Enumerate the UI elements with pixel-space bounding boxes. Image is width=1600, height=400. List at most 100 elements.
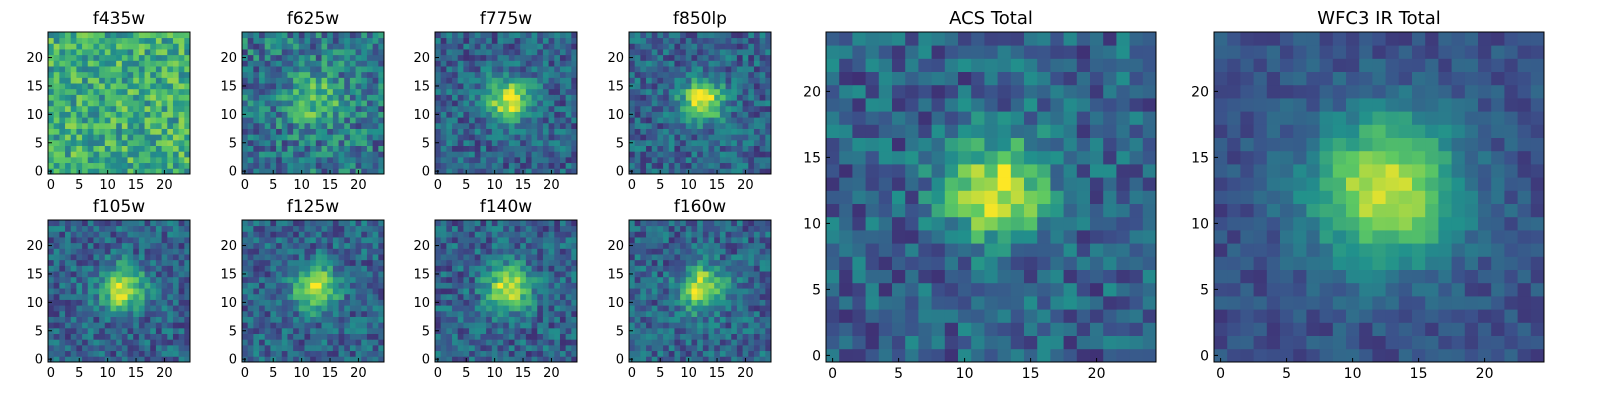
pixel-cell [697, 162, 704, 169]
pixel-cell [463, 37, 470, 44]
pixel-cell [520, 242, 527, 249]
pixel-cell [70, 339, 77, 346]
pixel-cell [719, 316, 726, 323]
pixel-cell [469, 111, 476, 118]
pixel-cell [270, 316, 277, 323]
pixel-cell [508, 327, 515, 334]
pixel-cell [708, 43, 715, 50]
pixel-cell [640, 310, 647, 317]
pixel-cell [349, 339, 356, 346]
pixel-cell [99, 122, 106, 129]
pixel-cell [366, 162, 374, 169]
pixel-cell [378, 66, 385, 73]
pixel-cell [640, 83, 647, 90]
pixel-cell [270, 265, 277, 272]
pixel-cell [321, 299, 328, 306]
pixel-cell [321, 54, 328, 61]
pixel-cell [138, 168, 145, 175]
pixel-cell [150, 83, 157, 90]
y-tick-label: 10 [220, 108, 237, 123]
pixel-cell [480, 242, 487, 249]
pixel-cell [281, 117, 288, 124]
pixel-cell [708, 344, 715, 352]
pixel-cell [287, 145, 294, 152]
pixel-cell [463, 282, 470, 289]
pixel-cell [514, 43, 521, 50]
pixel-cell [172, 293, 180, 300]
pixel-cell [748, 32, 755, 39]
pixel-cell [525, 344, 532, 352]
pixel-cell [674, 139, 681, 146]
pixel-cell [736, 316, 743, 323]
pixel-cell [525, 248, 532, 255]
pixel-cell [349, 276, 356, 283]
pixel-cell [270, 128, 277, 135]
pixel-cell [304, 293, 311, 300]
pixel-cell [87, 145, 94, 152]
pixel-cell [554, 293, 561, 300]
pixel-cell [87, 43, 94, 50]
pixel-cell [70, 265, 77, 272]
pixel-cell [361, 310, 368, 317]
pixel-cell [361, 276, 368, 283]
pixel-cell [759, 276, 766, 283]
pixel-cell [531, 259, 538, 266]
pixel-cell [344, 94, 351, 101]
pixel-cell [59, 94, 66, 101]
pixel-cell [93, 77, 100, 84]
pixel-cell [463, 225, 470, 232]
pixel-cell [361, 231, 368, 238]
pixel-cell [287, 122, 294, 129]
pixel-cell [531, 139, 538, 146]
pixel-cell [440, 327, 447, 334]
pixel-cell [559, 265, 567, 272]
pixel-cell [144, 94, 151, 101]
pixel-cell [565, 271, 572, 278]
pixel-cell [640, 77, 647, 84]
pixel-cell [480, 54, 487, 61]
pixel-cell [742, 139, 749, 146]
pixel-cell [338, 156, 345, 164]
pixel-cell [87, 220, 94, 227]
pixel-cell [127, 242, 134, 249]
pixel-cell [253, 60, 260, 67]
pixel-cell [144, 305, 151, 312]
pixel-cell [133, 344, 140, 352]
pixel-cell [748, 66, 755, 73]
pixel-cell [663, 344, 670, 352]
pixel-cell [725, 145, 732, 152]
pixel-cell [253, 333, 260, 340]
pixel-cell [531, 271, 538, 278]
axes-frame [434, 31, 578, 175]
pixel-cell [366, 117, 374, 124]
pixel-cell [264, 105, 271, 112]
pixel-cell [651, 134, 658, 141]
pixel-cell [514, 128, 521, 135]
pixel-cell [691, 259, 698, 266]
pixel-cell [87, 66, 94, 73]
pixel-cell [53, 259, 60, 266]
pixel-cell [332, 299, 339, 306]
pixel-cell [497, 43, 504, 50]
pixel-cell [242, 134, 249, 141]
pixel-cell [571, 100, 578, 107]
pixel-cell [736, 265, 743, 272]
pixel-cell [725, 168, 732, 175]
pixel-cell [99, 43, 106, 50]
pixel-cell [697, 293, 704, 300]
pixel-cell [138, 276, 145, 283]
pixel-cell [332, 339, 339, 346]
pixel-cell [372, 339, 379, 346]
pixel-cell [708, 276, 715, 283]
pixel-cell [48, 322, 55, 329]
pixel-cell [440, 305, 447, 312]
pixel-cell [144, 282, 151, 289]
pixel-cell [571, 339, 578, 346]
pixel-cell [349, 105, 356, 112]
pixel-cell [315, 88, 322, 95]
pixel-cell [116, 128, 123, 135]
pixel-cell [82, 134, 89, 141]
pixel-cell [440, 288, 447, 295]
pixel-cell [725, 310, 732, 317]
pixel-cell [242, 237, 249, 244]
